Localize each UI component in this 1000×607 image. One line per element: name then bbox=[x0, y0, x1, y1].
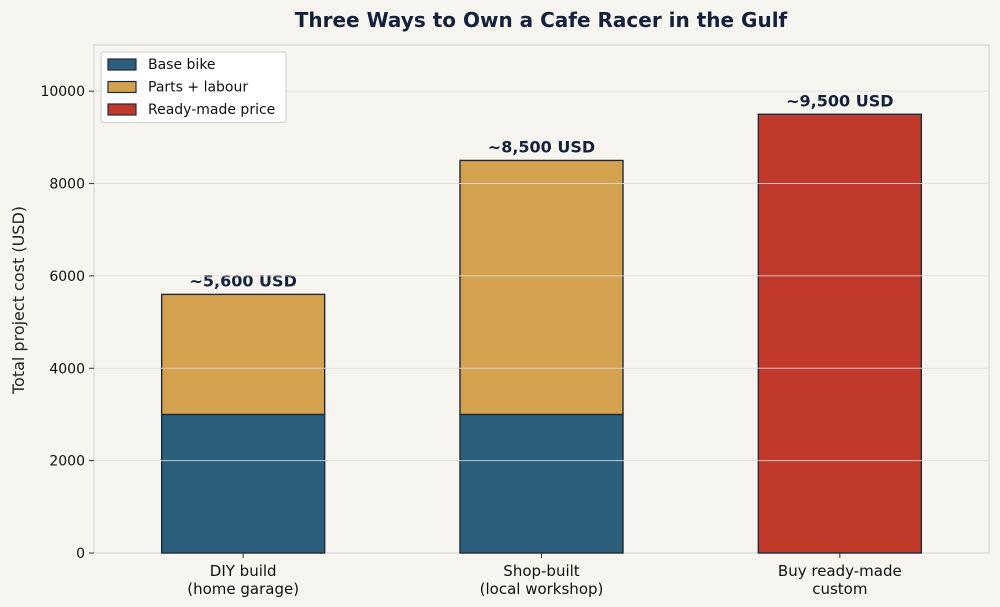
bar-segment bbox=[160, 413, 326, 554]
plot-area: 0 2000 4000 6000 8000 10000 ~5,600 USD DIY buil… bbox=[40, 44, 990, 598]
y-tick-label: 4000 bbox=[49, 361, 85, 377]
y-tick-label: 6000 bbox=[49, 269, 85, 285]
y-tick-label: 8000 bbox=[49, 177, 85, 193]
bar-total-label: ~9,500 USD bbox=[786, 91, 893, 110]
y-axis-label: Total project cost (USD) bbox=[9, 206, 28, 395]
bar-segment bbox=[459, 413, 624, 554]
x-tick-label: Shop-built bbox=[503, 562, 580, 580]
y-tick-label: 2000 bbox=[49, 454, 85, 470]
x-tick-label: DIY build bbox=[210, 562, 277, 580]
legend-swatch bbox=[107, 103, 137, 116]
chart-title: Three Ways to Own a Cafe Racer in the Gu… bbox=[295, 8, 788, 32]
y-tick-label: 0 bbox=[76, 546, 85, 562]
x-tick-label: Buy ready-made bbox=[778, 562, 902, 580]
legend-label: Base bike bbox=[148, 57, 216, 73]
bar-total-label: ~8,500 USD bbox=[488, 137, 595, 156]
legend-swatch bbox=[107, 58, 137, 71]
legend-swatch bbox=[107, 80, 137, 94]
bar-segment bbox=[757, 113, 923, 554]
x-tick-label: custom bbox=[812, 580, 867, 598]
bar-segment bbox=[459, 159, 624, 416]
legend-label: Parts + labour bbox=[148, 80, 248, 96]
bar-segment bbox=[160, 293, 326, 416]
bar-total-label: ~5,600 USD bbox=[189, 271, 296, 290]
legend-box bbox=[100, 51, 287, 123]
y-tick-label: 10000 bbox=[40, 84, 85, 100]
x-tick-label: (local workshop) bbox=[480, 580, 604, 598]
legend-label: Ready-made price bbox=[148, 102, 275, 118]
x-tick-label: (home garage) bbox=[187, 580, 299, 598]
